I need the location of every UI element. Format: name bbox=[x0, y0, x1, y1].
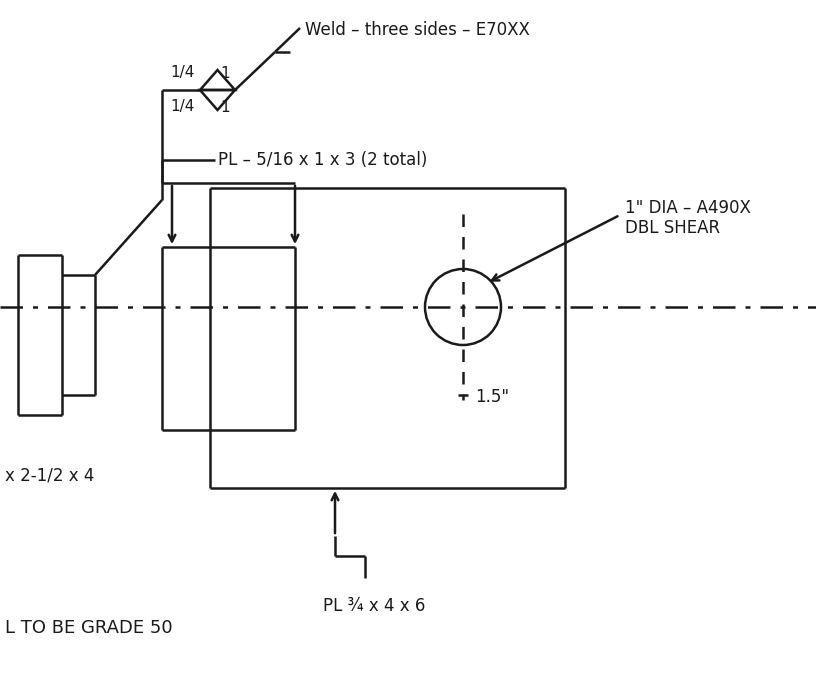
Text: PL – 5/16 x 1 x 3 (2 total): PL – 5/16 x 1 x 3 (2 total) bbox=[218, 151, 428, 169]
Text: 1: 1 bbox=[220, 99, 230, 115]
Text: Weld – three sides – E70XX: Weld – three sides – E70XX bbox=[305, 21, 530, 39]
Text: 1.5": 1.5" bbox=[475, 388, 509, 406]
Text: 1" DIA – A490X: 1" DIA – A490X bbox=[625, 199, 751, 217]
Text: DBL SHEAR: DBL SHEAR bbox=[625, 219, 721, 237]
Text: x 2-1/2 x 4: x 2-1/2 x 4 bbox=[5, 466, 95, 484]
Text: 1: 1 bbox=[220, 65, 230, 80]
Text: L TO BE GRADE 50: L TO BE GRADE 50 bbox=[5, 619, 173, 637]
Text: 1/4: 1/4 bbox=[170, 65, 194, 80]
Text: 1/4: 1/4 bbox=[170, 99, 194, 115]
Text: PL ¾ x 4 x 6: PL ¾ x 4 x 6 bbox=[323, 597, 425, 615]
